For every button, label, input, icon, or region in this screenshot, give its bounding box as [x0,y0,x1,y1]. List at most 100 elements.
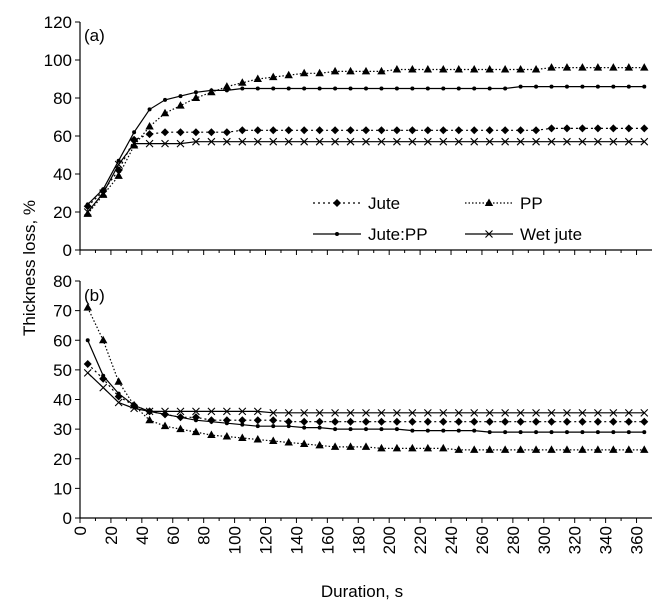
pp-point [485,65,494,73]
wet-jute-point [470,137,479,146]
wet-jute-point [315,408,324,417]
jute-pp-point [456,86,461,91]
jute-point [562,417,571,426]
jute-pp-point [132,130,137,135]
jute-pp-point [472,86,477,91]
jute-point [470,417,479,426]
jute-point [624,124,633,133]
pp-point [408,443,417,452]
wet-jute-point [423,137,432,146]
wet-jute-point [485,408,494,417]
series-line-wet-jute [87,141,645,213]
wet-jute-point [578,408,587,417]
x-tick-label: 180 [349,526,368,554]
jute-pp-point [178,415,183,420]
legend-label-wet-jute: Wet jute [520,225,582,244]
series-line-jute [87,127,645,207]
wet-jute-point [362,137,370,146]
jute-point [161,128,170,137]
jute-point [222,416,231,425]
pp-point [299,68,309,77]
panel-b: 0 10 20 30 40 50 60 70 80 0 20 40 60 80 100 120 140 160 18… [53,272,652,554]
jute-pp-point [163,97,168,102]
pp-point [222,82,232,90]
wet-jute-point [238,407,247,416]
legend-label-jute: Jute [368,194,400,213]
y-tick-label: 60 [53,331,72,350]
jute-pp-point [333,86,338,91]
x-tick-label: 240 [442,526,461,554]
pp-point [114,377,123,385]
x-tick-label: 140 [287,526,306,554]
jute-pp-point [193,418,198,423]
x-tick-label: 160 [318,526,337,554]
wet-jute-point [377,137,386,146]
pp-point [578,63,587,71]
pp-point [578,445,587,453]
y-tick-label: 80 [53,89,72,108]
wet-jute-point [130,404,138,413]
jute-point [593,124,602,133]
jute-point [578,124,587,133]
wet-jute-point [346,137,355,146]
jute-pp-point [456,428,461,433]
wet-jute-point [284,137,293,146]
pp-point [470,65,479,73]
jute-pp-point [410,428,415,433]
pp-point [423,443,433,452]
jute-point [176,128,185,137]
jute-pp-point [147,107,152,112]
jute-pp-point [549,430,554,435]
pp-point [160,108,170,117]
jute-pp-point [116,158,121,163]
x-tick-label: 300 [535,526,554,554]
pp-point [346,66,355,75]
pp-point [392,443,402,452]
pp-point [361,442,371,450]
wet-jute-point [99,189,108,197]
jute-pp-point [642,430,647,435]
wet-jute-point [238,137,247,146]
jute-point [547,417,556,426]
wet-jute-point [222,137,231,146]
pp-point [191,427,201,436]
pp-point [269,72,278,81]
pp-point [454,65,463,73]
pp-point [640,63,649,71]
jute-pp-point [132,403,137,408]
jute-pp-point [394,427,399,432]
jute-point [392,126,401,135]
pp-point [624,445,634,453]
wet-jute-point [284,408,293,417]
wet-jute-point [470,408,479,417]
wet-jute-point [253,407,262,416]
jute-point [191,128,200,137]
jute-point [222,128,231,137]
jute-point [547,124,556,133]
jute-point [315,417,324,426]
jute-point [392,417,401,426]
jute-pp-point [549,84,554,89]
wet-jute-point [516,137,525,146]
jute-pp-point [101,373,106,378]
pp-point [145,415,154,424]
pp-point [299,439,309,447]
wet-jute-point [99,383,108,392]
jute-point [253,416,262,425]
panel-a: 0 20 40 60 80 100 120 (a) Jute PP Jute:PP Wet jute [44,13,652,260]
jute-pp-point [595,430,600,435]
jute-pp-point [286,424,291,429]
jute-pp-point [364,86,368,91]
jute-point [640,124,649,133]
pp-point [500,445,510,453]
wet-jute-point [130,139,138,148]
wet-jute-point [192,407,200,416]
jute-point [145,130,154,139]
jute-point [532,126,541,135]
pp-point [531,445,541,453]
jute-pp-point [487,86,492,91]
panel-label: (a) [84,26,105,45]
pp-point [207,430,216,439]
